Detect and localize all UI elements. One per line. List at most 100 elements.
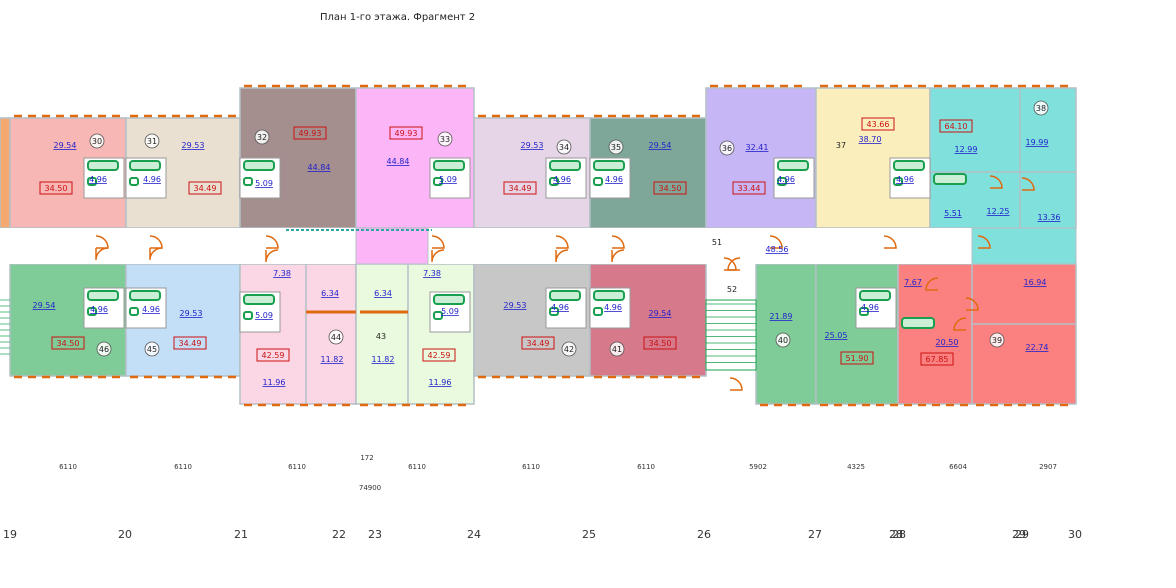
apartment-39-room	[897, 263, 973, 405]
apartment-number-circle	[561, 341, 577, 357]
axis-label: 29	[1012, 528, 1026, 541]
door-swing-icon	[265, 249, 279, 263]
dimension-label: 172	[360, 454, 373, 462]
apartment-number: 35	[611, 143, 621, 152]
apartment-number: 39	[992, 336, 1002, 345]
apartment-total-area: 34.50	[57, 339, 80, 348]
apartment-total-area-frame	[39, 181, 73, 195]
apartment-total-area: 34.49	[527, 339, 550, 348]
room-area-label: 29.54	[649, 309, 672, 318]
room-area-label: 44.84	[308, 163, 331, 172]
room-area-label: 29.54	[33, 301, 56, 310]
toilet-icon	[433, 311, 443, 320]
apartment-number: 37	[836, 141, 846, 150]
toilet-icon	[243, 177, 253, 186]
apartment-total-area-frame	[920, 352, 954, 366]
apartment-total-area-frame	[256, 348, 290, 362]
bath-area-label: 4.96	[143, 175, 161, 184]
apartment-total-area-frame	[51, 336, 85, 350]
apartment-number-circle	[437, 131, 453, 147]
bathtub-icon	[243, 160, 275, 171]
axis-label: 23	[368, 528, 382, 541]
door-swing-icon	[431, 235, 445, 249]
door-swing-icon	[265, 235, 279, 249]
bathtub-icon	[777, 160, 809, 171]
apartment-number-circle	[719, 140, 735, 156]
apartment-total-area-frame	[732, 181, 766, 195]
corridor-area-label: 48.56	[766, 245, 789, 254]
bathtub-icon	[933, 173, 967, 185]
apartment-number-circle	[1033, 100, 1049, 116]
apartment-38-hall	[971, 227, 1077, 265]
dimension-label: 6604	[949, 463, 967, 471]
toilet-icon	[87, 177, 97, 186]
bath-area-label: 4.96	[777, 175, 795, 184]
apartment-number-circle	[254, 129, 270, 145]
apartment-total-area-frame	[939, 119, 973, 133]
bath-area-label: 4.96	[551, 303, 569, 312]
room-area-label: 32.41	[746, 143, 769, 152]
apartment-43	[355, 263, 475, 405]
axis-label: 30	[1068, 528, 1082, 541]
bath-area-label: 4.96	[142, 305, 160, 314]
bathtub-icon	[433, 160, 465, 171]
apartment-number-circle	[144, 341, 160, 357]
apartment-number-circle	[328, 329, 344, 345]
toilet-icon	[433, 177, 443, 186]
apartment-total-area: 64.10	[945, 122, 968, 131]
apartment-number: 42	[564, 345, 574, 354]
door-swing-icon	[611, 235, 625, 249]
apartment-number-circle	[556, 139, 572, 155]
room-edge	[0, 117, 11, 229]
apartment-total-area: 67.85	[926, 355, 949, 364]
room-area-label: 11.82	[372, 355, 395, 364]
apartment-number: 30	[92, 137, 102, 146]
apartment-number-circle	[96, 341, 112, 357]
dimension-label: 6110	[288, 463, 306, 471]
room-area-label: 7.67	[904, 278, 922, 287]
rooms-layer	[0, 87, 1077, 405]
bathtub-icon	[593, 160, 625, 171]
dimension-label: 6110	[637, 463, 655, 471]
room-area-label: 13.36	[1038, 213, 1061, 222]
apartment-number: 38	[1036, 104, 1046, 113]
room-area-label: 7.38	[273, 269, 291, 278]
apartment-total-area-frame	[861, 117, 895, 131]
apartment-number: 45	[147, 345, 157, 354]
apartment-total-area: 49.93	[299, 129, 322, 138]
room-area-label: 5.09	[255, 311, 273, 320]
toilet-icon	[777, 177, 787, 186]
apartment-total-area: 42.59	[262, 351, 285, 360]
apartment-number: 40	[778, 336, 788, 345]
room-area-label: 44.84	[387, 157, 410, 166]
apartment-number: 31	[147, 137, 157, 146]
axis-label: 24	[467, 528, 481, 541]
apartment-total-area: 51.90	[846, 354, 869, 363]
corridor-number: 51	[712, 238, 722, 247]
apartment-total-area: 33.44	[738, 184, 761, 193]
apartment-total-area-frame	[503, 181, 537, 195]
door-swing-icon	[977, 235, 991, 249]
apartment-total-area: 34.49	[179, 339, 202, 348]
toilet-icon	[593, 307, 603, 316]
apartment-total-area-frame	[173, 336, 207, 350]
apartment-total-area: 34.50	[659, 184, 682, 193]
apartment-total-area-frame	[521, 336, 555, 350]
room-area-label: 19.99	[1026, 138, 1049, 147]
total-dimension-label: 74900	[359, 484, 381, 492]
room-area-label: 7.38	[423, 269, 441, 278]
door-swing-icon	[965, 297, 979, 311]
door-swing-icon	[1021, 177, 1035, 191]
apartment-total-area-frame	[840, 351, 874, 365]
apartment-number: 34	[559, 143, 569, 152]
bath-area-label: 4.96	[90, 305, 108, 314]
door-swing-icon	[555, 249, 569, 263]
axis-label: 27	[808, 528, 822, 541]
bathtub-icon	[893, 160, 925, 171]
room-area-label: 38.70	[859, 135, 882, 144]
axis-label: 21	[234, 528, 248, 541]
room-area-label: 29.53	[504, 301, 527, 310]
bath-area-label: 4.96	[604, 303, 622, 312]
apartment-number-circle	[144, 133, 160, 149]
apartment-number-circle	[89, 133, 105, 149]
